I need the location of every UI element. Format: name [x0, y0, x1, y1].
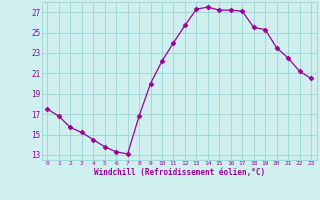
X-axis label: Windchill (Refroidissement éolien,°C): Windchill (Refroidissement éolien,°C) — [94, 168, 265, 177]
